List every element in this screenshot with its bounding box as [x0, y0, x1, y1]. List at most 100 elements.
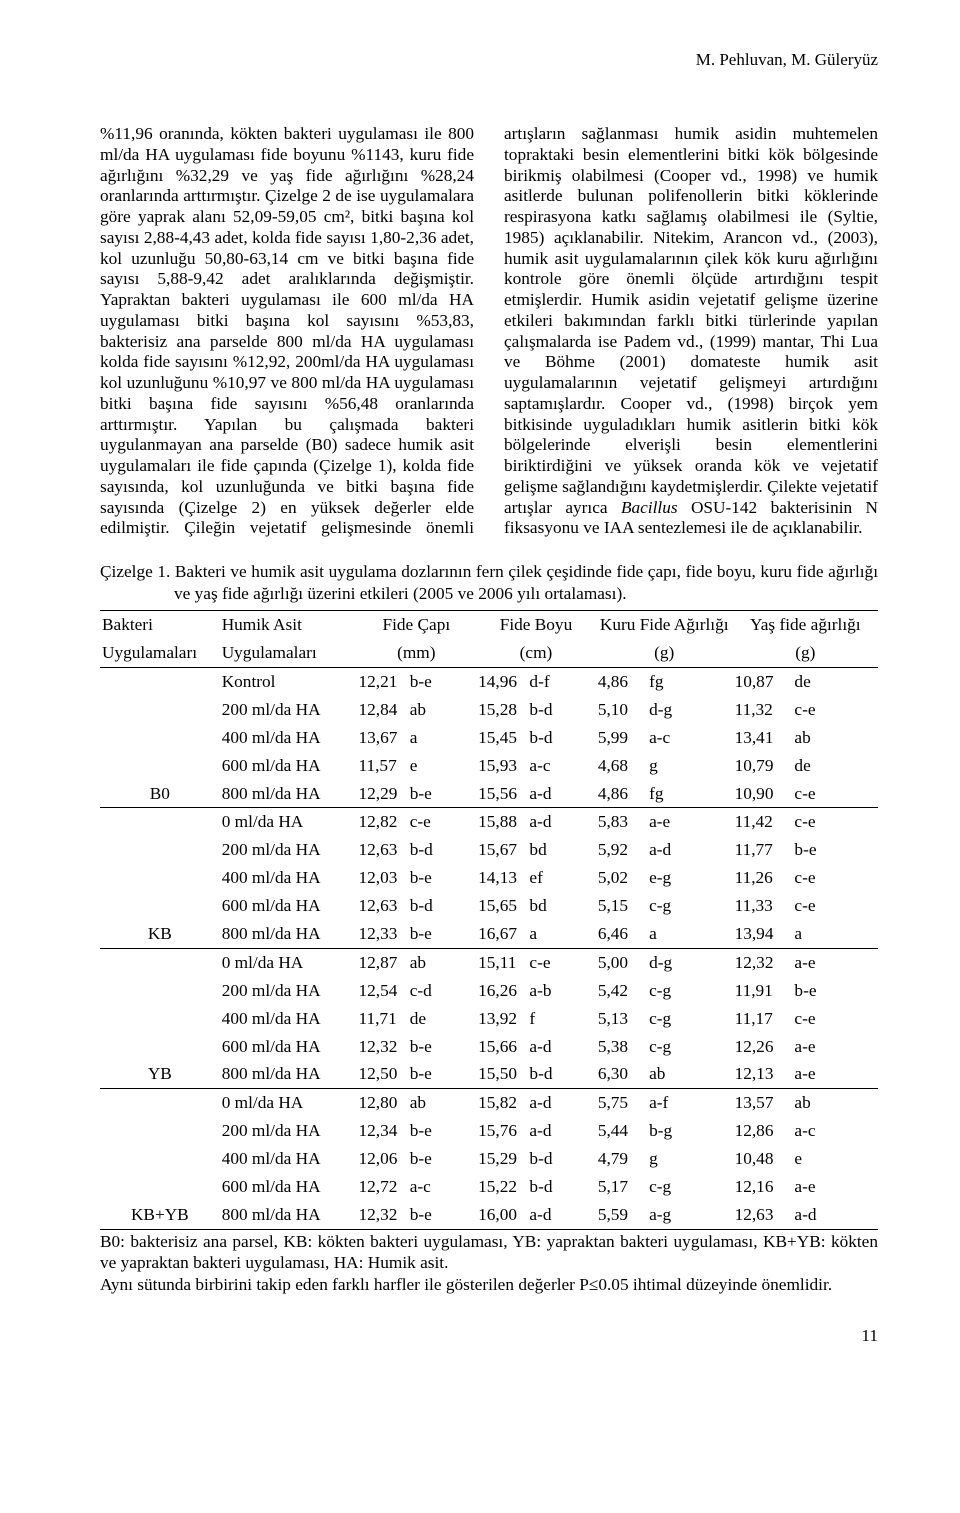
table-row: 0 ml/da HA12,80ab15,82a-d5,75a-f13,57ab [100, 1089, 878, 1117]
cell-group-letters: a-d [527, 780, 595, 808]
cell-value: 12,32 [733, 948, 793, 976]
cell-value: 15,76 [476, 1117, 527, 1145]
cell-value: 15,65 [476, 892, 527, 920]
cell-group-letters: a-c [408, 1173, 476, 1201]
cell-group-letters: b-e [408, 780, 476, 808]
cell-group-letters: a-e [792, 1060, 878, 1088]
cell-group-letters: ab [408, 696, 476, 724]
cell-group-letters: d-f [527, 668, 595, 696]
cell-value: 11,42 [733, 808, 793, 836]
cell-group-letters: b-d [527, 1173, 595, 1201]
table-note-1: B0: bakterisiz ana parsel, KB: kökten ba… [100, 1232, 878, 1274]
cell-group [100, 864, 220, 892]
cell-value: 15,67 [476, 836, 527, 864]
cell-group-letters: b-e [408, 864, 476, 892]
cell-value: 5,38 [596, 1033, 647, 1061]
cell-group-letters: c-e [792, 864, 878, 892]
cell-treatment: 800 ml/da HA [220, 1060, 357, 1088]
cell-treatment: 600 ml/da HA [220, 1173, 357, 1201]
cell-group-letters: a [792, 920, 878, 948]
cell-value: 16,00 [476, 1201, 527, 1229]
cell-group-letters: ab [792, 1089, 878, 1117]
th-humik-1: Humik Asit [220, 611, 357, 639]
cell-group-letters: a-c [647, 724, 732, 752]
cell-treatment: 400 ml/da HA [220, 1005, 357, 1033]
right-column-text-1: topraktaki besin elementlerini bitki kök… [504, 145, 878, 517]
cell-group-letters: b-d [527, 1060, 595, 1088]
cell-value: 12,82 [356, 808, 407, 836]
cell-treatment: Kontrol [220, 668, 357, 696]
cell-value: 5,02 [596, 864, 647, 892]
table-row: 0 ml/da HA12,82c-e15,88a-d5,83a-e11,42c-… [100, 808, 878, 836]
cell-value: 15,50 [476, 1060, 527, 1088]
cell-group-letters: fg [647, 668, 732, 696]
cell-group [100, 1005, 220, 1033]
cell-group-letters: d-g [647, 948, 732, 976]
cell-group-letters: a-d [647, 836, 732, 864]
cell-treatment: 800 ml/da HA [220, 1201, 357, 1229]
cell-treatment: 400 ml/da HA [220, 864, 357, 892]
cell-group-letters: ef [527, 864, 595, 892]
cell-value: 16,67 [476, 920, 527, 948]
cell-value: 12,63 [356, 836, 407, 864]
cell-value: 12,84 [356, 696, 407, 724]
cell-group-letters: de [792, 752, 878, 780]
cell-group-letters: de [408, 1005, 476, 1033]
cell-group [100, 1117, 220, 1145]
cell-group-letters: b-e [408, 1033, 476, 1061]
cell-value: 11,71 [356, 1005, 407, 1033]
cell-group-letters: ab [792, 724, 878, 752]
th-humik-2: Uygulamaları [220, 639, 357, 667]
cell-value: 6,46 [596, 920, 647, 948]
cell-value: 15,56 [476, 780, 527, 808]
cell-group-letters: a-d [527, 1117, 595, 1145]
cell-group-letters: c-e [408, 808, 476, 836]
cell-group-letters: a-c [792, 1117, 878, 1145]
cell-treatment: 800 ml/da HA [220, 780, 357, 808]
cell-value: 11,91 [733, 977, 793, 1005]
cell-value: 14,13 [476, 864, 527, 892]
cell-treatment: 0 ml/da HA [220, 808, 357, 836]
cell-value: 5,42 [596, 977, 647, 1005]
cell-treatment: 800 ml/da HA [220, 920, 357, 948]
cell-value: 12,29 [356, 780, 407, 808]
cell-group-letters: ab [408, 1089, 476, 1117]
table-row: KB+YB800 ml/da HA12,32b-e16,00a-d5,59a-g… [100, 1201, 878, 1229]
cell-group-letters: b-e [408, 1060, 476, 1088]
cell-group-letters: c-g [647, 977, 732, 1005]
th-yas-2: (g) [733, 639, 878, 667]
cell-group-letters: a-d [527, 1089, 595, 1117]
cell-value: 6,30 [596, 1060, 647, 1088]
cell-group-letters: c-g [647, 1005, 732, 1033]
th-bakteri-1: Bakteri [100, 611, 220, 639]
cell-value: 5,17 [596, 1173, 647, 1201]
cell-value: 4,68 [596, 752, 647, 780]
cell-value: 10,87 [733, 668, 793, 696]
cell-treatment: 600 ml/da HA [220, 1033, 357, 1061]
cell-group-letters: c-e [527, 948, 595, 976]
cell-group-letters: de [792, 668, 878, 696]
cell-group-letters: bd [527, 836, 595, 864]
italic-taxon: Bacillus [621, 498, 678, 517]
cell-value: 11,33 [733, 892, 793, 920]
cell-value: 15,66 [476, 1033, 527, 1061]
table-row: 200 ml/da HA12,63b-d15,67bd5,92a-d11,77b… [100, 836, 878, 864]
cell-group-letters: f [527, 1005, 595, 1033]
table-row: 600 ml/da HA12,32b-e15,66a-d5,38c-g12,26… [100, 1033, 878, 1061]
table-row: KB800 ml/da HA12,33b-e16,67a6,46a13,94a [100, 920, 878, 948]
table-row: Kontrol12,21b-e14,96d-f4,86fg10,87de [100, 668, 878, 696]
cell-value: 15,45 [476, 724, 527, 752]
cell-group [100, 752, 220, 780]
cell-value: 12,06 [356, 1145, 407, 1173]
cell-group-letters: d-g [647, 696, 732, 724]
cell-group [100, 836, 220, 864]
th-fidecapi-2: (mm) [356, 639, 476, 667]
cell-group-letters: a-e [647, 808, 732, 836]
cell-value: 12,32 [356, 1201, 407, 1229]
cell-group: B0 [100, 780, 220, 808]
cell-treatment: 200 ml/da HA [220, 977, 357, 1005]
cell-group-letters: b-d [408, 892, 476, 920]
cell-value: 13,41 [733, 724, 793, 752]
cell-value: 13,94 [733, 920, 793, 948]
cell-group-letters: c-e [792, 780, 878, 808]
